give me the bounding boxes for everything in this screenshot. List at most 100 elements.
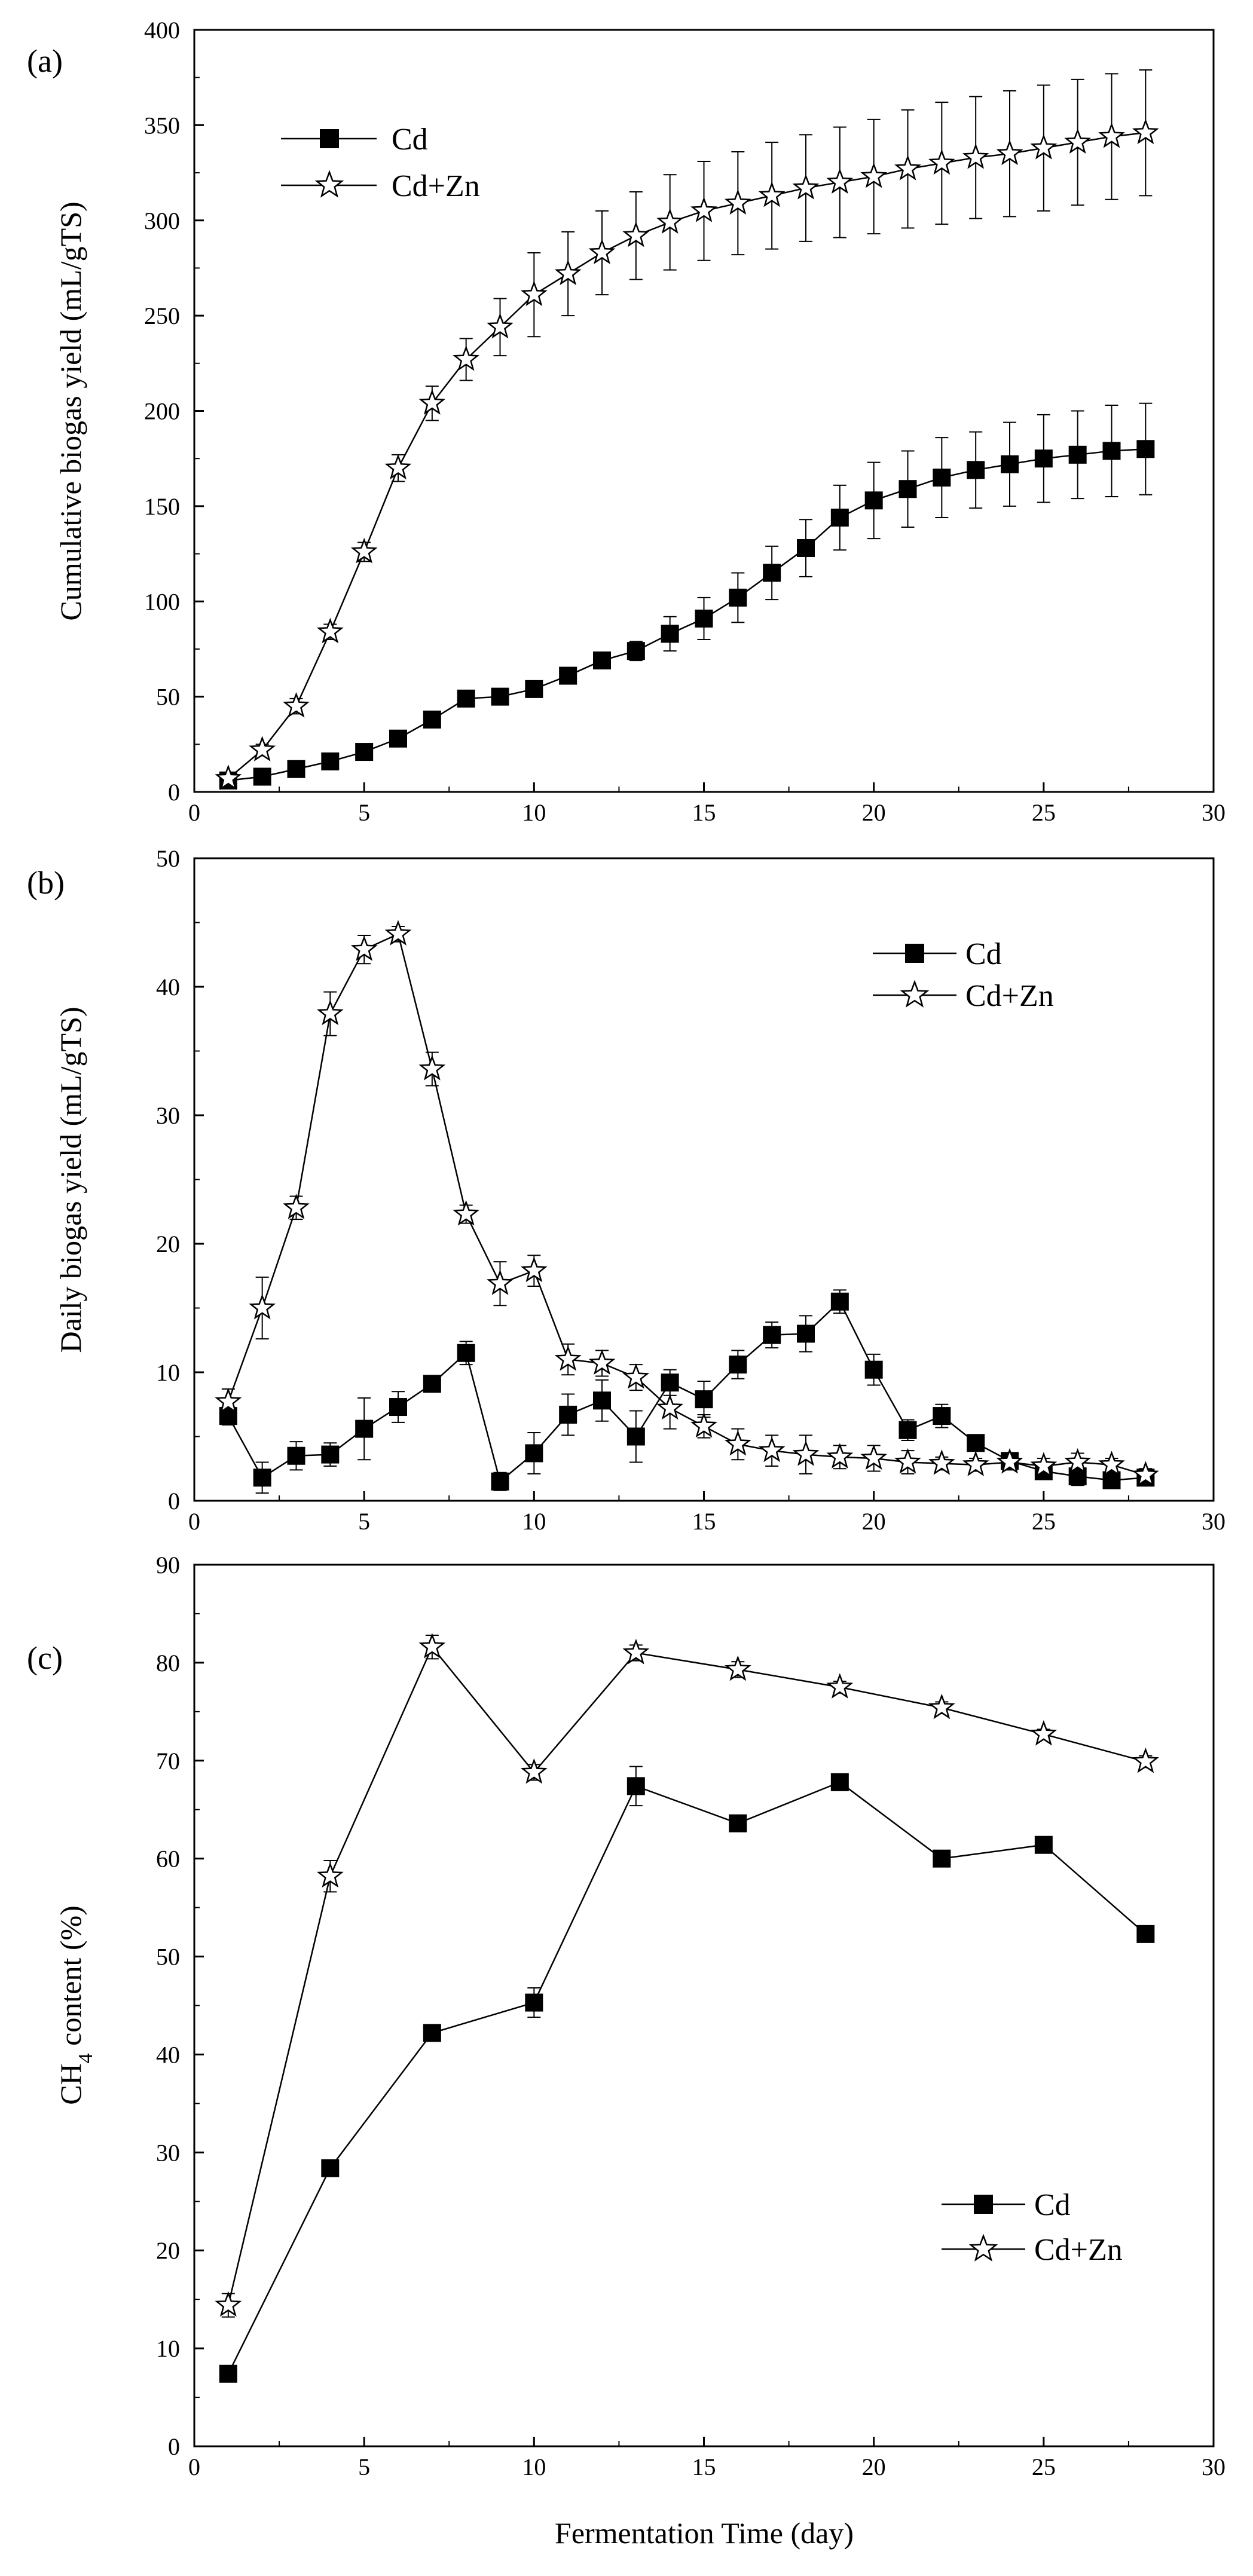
data-point-square [933,1849,951,1868]
y-tick-label: 40 [156,2041,180,2068]
panel-a-series [215,69,1159,790]
data-point-star [1030,1452,1058,1478]
data-point-star [1030,134,1058,160]
data-point-star [418,389,446,415]
data-point-star [215,1387,242,1414]
data-point-star [1098,1451,1125,1476]
panel-a-legend: Cd Cd+Zn [281,123,480,203]
panel-a-y-axis: 0 50 100 150 200 250 300 350 400 [144,17,204,806]
x-tick-label: 15 [692,799,716,826]
panel-c-series [215,1633,1159,2383]
data-point-star [1132,1747,1159,1773]
data-point-square [253,1468,271,1487]
x-tick-label: 15 [692,2453,716,2480]
x-tick-label: 10 [522,1508,546,1535]
data-point-square [626,642,645,660]
data-point-star [622,221,650,247]
data-point-square [729,1356,747,1374]
data-point-star [656,1394,684,1420]
data-point-square [355,743,374,761]
x-tick-label: 5 [358,2453,370,2480]
data-point-square [1136,440,1155,458]
data-point-star [690,1412,717,1438]
data-point-star [622,1363,650,1389]
panel-c-legend: Cd Cd+Zn [942,2188,1123,2267]
data-point-star [928,1449,955,1475]
x-tick-label: 15 [692,1508,716,1535]
data-point-square [864,491,883,510]
data-point-square [1136,1925,1155,1943]
data-point-star [1064,1448,1092,1474]
y-tick-label: 10 [156,1359,180,1386]
data-point-square [253,767,271,786]
series-line [227,1781,1147,2375]
panel-c-ylabel: CH4 content (%) [54,1905,97,2105]
panel-a-label: (a) [27,43,63,79]
ylabel-rest: content (%) [54,1905,87,2053]
data-point-star [418,1633,446,1659]
panel-b-series [215,920,1159,1494]
data-point-star [656,208,684,234]
data-point-square [763,564,781,582]
data-point-square [797,1324,815,1343]
panel-a-x-axis: 0 5 10 15 20 25 30 [188,782,1226,826]
data-point-star [384,920,412,946]
y-tick-label: 400 [144,17,180,44]
data-point-star [316,1862,344,1888]
data-point-square [423,710,441,729]
data-point-square [525,680,543,698]
data-point-star [962,1451,989,1476]
data-point-star [792,173,820,200]
data-point-square [830,509,849,527]
panel-c-frame [193,1564,1215,2447]
data-point-star [792,1440,820,1466]
data-point-star [283,1194,310,1219]
legend-marker-square [974,2195,993,2214]
data-point-square [457,1344,475,1362]
data-point-square [457,689,475,708]
data-point-square [899,1421,917,1439]
data-point-star [860,1444,888,1470]
data-point-square [933,469,951,487]
legend-label-cdzn: Cd+Zn [965,979,1054,1013]
panel-b-daily-biogas: 0 5 10 15 20 25 30 0 10 20 30 40 50 (b) Daily bioga… [27,845,1226,1535]
series-cd-zn [215,1633,1159,2318]
y-tick-label: 0 [168,2433,180,2460]
panel-b-x-axis: 0 5 10 15 20 25 30 [188,1491,1226,1535]
data-point-square [1102,442,1121,460]
y-tick-label: 150 [144,493,180,520]
data-point-square [967,461,985,479]
data-point-star [1098,122,1125,148]
data-point-star [283,692,310,718]
legend-label-cd: Cd [1034,2188,1071,2222]
x-tick-label: 25 [1032,1508,1056,1535]
x-tick-label: 0 [188,799,200,826]
data-point-star [215,764,242,790]
ylabel-subscript: 4 [75,2053,97,2063]
data-point-star [1132,118,1159,145]
data-point-star [996,139,1023,166]
legend-label-cd: Cd [965,937,1002,971]
series-line [228,131,1146,779]
data-point-square [729,588,747,607]
y-tick-label: 300 [144,207,180,234]
data-point-star [588,1349,616,1375]
y-tick-label: 0 [168,1488,180,1515]
data-point-star [487,1269,514,1295]
data-point-star [690,197,717,222]
x-tick-label: 10 [522,2453,546,2480]
x-tick-label: 10 [522,799,546,826]
data-point-star [249,736,276,761]
data-point-star [758,1436,786,1463]
y-tick-label: 20 [156,2237,180,2264]
x-tick-label: 0 [188,1508,200,1535]
data-point-star [350,935,378,961]
data-point-star [622,1638,650,1665]
data-point-square [899,480,917,498]
x-tick-label: 0 [188,2453,200,2480]
panel-a-cumulative-biogas: 0 5 10 15 20 25 30 0 50 100 150 200 250 300 350 400 (a… [27,17,1226,826]
legend-marker-star [900,980,930,1008]
data-point-star [860,162,888,188]
panel-b-ylabel: Daily biogas yield (mL/gTS) [54,1006,87,1353]
y-tick-label: 250 [144,302,180,329]
